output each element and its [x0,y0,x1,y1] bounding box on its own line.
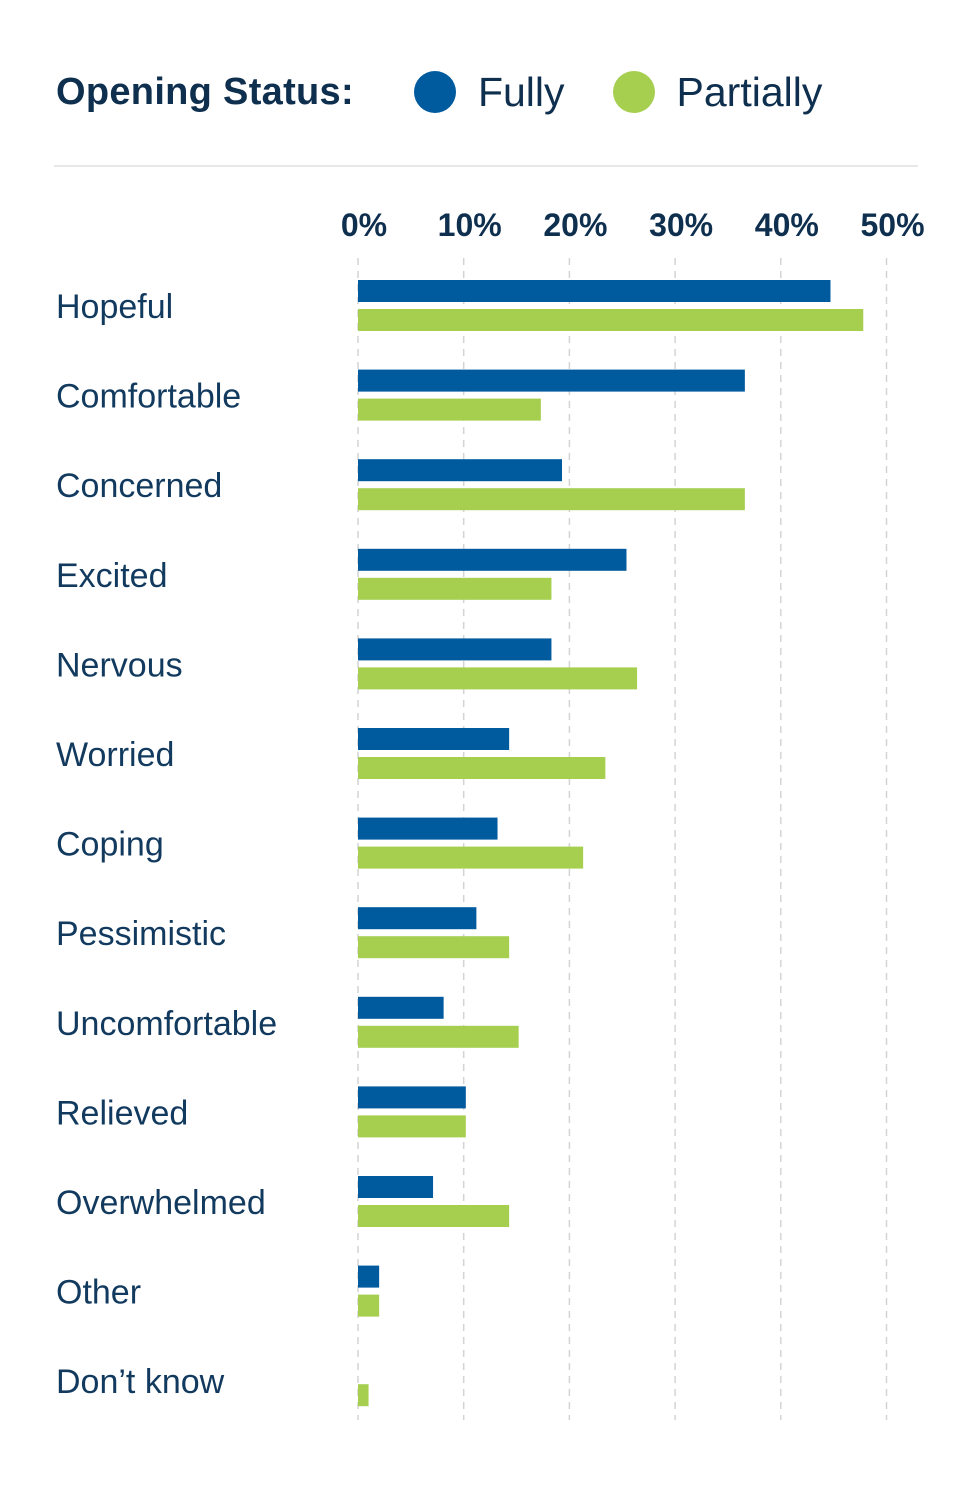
bar-partially [358,1115,466,1138]
category-label: Pessimistic [56,915,226,953]
bar-fully [358,369,745,392]
bar-fully [358,728,510,750]
x-tick-label: 0% [341,207,387,243]
bar-partially [358,309,864,331]
category-labels: Hopeful Comfortable Concerned Excited Nervou… [56,288,277,1401]
legend: Opening Status: Fully Partially [56,60,822,124]
divider [54,165,918,167]
bar-partially [358,667,638,690]
fully-swatch-icon [413,71,456,113]
bar-fully [358,907,477,930]
x-tick-label: 20% [543,207,607,243]
bars [358,280,864,1407]
legend-title: Opening Status: [56,70,354,113]
bar-partially [358,577,552,600]
bar-partially [358,1294,380,1317]
bar-partially [358,936,510,959]
partially-swatch-icon [612,71,655,113]
bar-partially [358,488,745,511]
bar-partially [358,846,584,869]
bar-fully [358,1265,380,1288]
x-tick-label: 30% [649,207,713,243]
bar-fully [358,548,627,571]
category-label: Coping [56,826,164,864]
category-label: Nervous [56,646,183,684]
x-tick-label: 40% [755,207,819,243]
x-tick-label: 10% [438,207,502,243]
category-label: Excited [56,557,168,595]
legend-item-partially: Partially [612,68,823,116]
bar-fully [358,638,552,661]
category-label: Other [56,1274,141,1312]
bar-partially [358,1025,519,1048]
legend-label-partially: Partially [676,68,823,115]
category-label: Worried [56,736,174,774]
bar-partially [358,398,541,421]
category-label: Overwhelmed [56,1184,266,1222]
bar-fully [358,1086,466,1109]
legend-item-fully: Fully [413,68,565,116]
category-label: Don’t know [56,1363,225,1401]
bar-fully [358,280,831,302]
x-axis-ticks: 0% 10% 20% 30% 40% 50% [341,207,925,243]
category-label: Hopeful [56,288,173,326]
bar-partially [358,757,606,779]
bar-fully [358,1176,434,1198]
x-tick-label: 50% [860,207,924,243]
bar-partially [358,1384,369,1407]
bar-partially [358,1205,510,1227]
category-label: Comfortable [56,378,241,416]
bar-fully [358,996,444,1019]
legend-label-fully: Fully [477,68,565,115]
category-label: Relieved [56,1094,188,1132]
bar-fully [358,817,498,840]
bar-fully [358,459,563,482]
category-label: Uncomfortable [56,1005,277,1043]
category-label: Concerned [56,467,222,505]
